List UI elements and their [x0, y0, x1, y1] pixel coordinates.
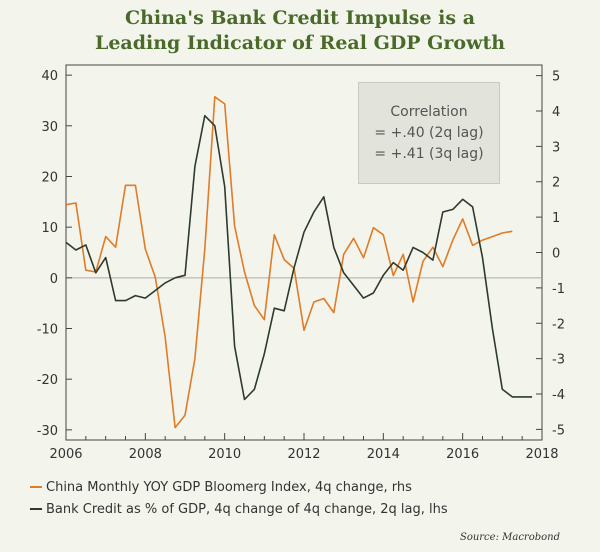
left-tick-label: -10	[37, 323, 58, 338]
x-tick-label: 2014	[367, 447, 400, 462]
x-tick-label: 2010	[208, 447, 241, 462]
correlation-box: Correlation = +.40 (2q lag) = +.41 (3q l…	[358, 82, 500, 184]
right-tick-label: -1	[552, 282, 565, 297]
right-tick-label: 1	[552, 211, 560, 226]
x-tick-label: 2016	[446, 447, 479, 462]
x-tick-label: 2008	[129, 447, 162, 462]
right-tick-label: -2	[552, 317, 565, 332]
left-tick-label: 0	[50, 272, 58, 287]
right-tick-label: -4	[552, 388, 565, 403]
x-tick-label: 2018	[525, 447, 558, 462]
series-line-bank-credit	[65, 114, 533, 401]
x-tick-label: 2006	[49, 447, 82, 462]
left-tick-label: 20	[41, 170, 58, 185]
correlation-line-2q: = +.40 (2q lag)	[374, 124, 484, 141]
left-tick-label: -30	[37, 424, 58, 439]
chart-title-line-2: Leading Indicator of Real GDP Growth	[94, 32, 506, 54]
legend-swatch-bank-credit	[30, 508, 42, 510]
legend-item-bank-credit: Bank Credit as % of GDP, 4q change of 4q…	[30, 498, 448, 520]
legend-item-gdp: China Monthly YOY GDP Bloomerg Index, 4q…	[30, 476, 448, 498]
right-tick-label: 2	[552, 176, 560, 191]
left-tick-label: 10	[41, 221, 58, 236]
right-tick-label: -5	[552, 423, 565, 438]
left-tick-label: -20	[37, 373, 58, 388]
chart-title: China's Bank Credit Impulse is a Leading…	[0, 6, 600, 56]
right-tick-label: 5	[552, 70, 560, 85]
legend-label-bank-credit: Bank Credit as % of GDP, 4q change of 4q…	[46, 501, 448, 517]
source-note: Source: Macrobond	[459, 532, 560, 543]
left-tick-label: 30	[41, 120, 58, 135]
legend-swatch-gdp	[30, 486, 42, 488]
correlation-line-3q: = +.41 (3q lag)	[374, 145, 484, 162]
chart-title-line-1: China's Bank Credit Impulse is a	[124, 7, 476, 29]
x-tick-label: 2012	[287, 447, 320, 462]
legend: China Monthly YOY GDP Bloomerg Index, 4q…	[30, 476, 448, 520]
right-tick-label: -3	[552, 353, 565, 368]
right-tick-label: 0	[552, 247, 560, 262]
correlation-heading: Correlation	[390, 103, 468, 120]
right-tick-label: 3	[552, 140, 560, 155]
left-tick-label: 40	[41, 69, 58, 84]
series-line-gdp	[65, 96, 513, 429]
right-tick-label: 4	[552, 105, 560, 120]
legend-label-gdp: China Monthly YOY GDP Bloomerg Index, 4q…	[46, 479, 412, 495]
